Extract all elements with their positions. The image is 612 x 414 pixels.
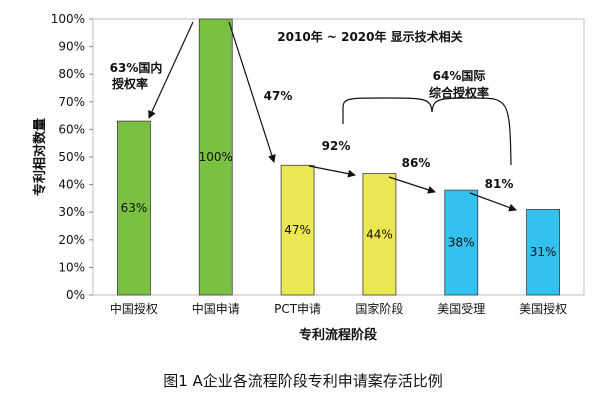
bar (198, 18, 233, 296)
x-tick-label: PCT申请 (274, 302, 321, 316)
x-tick-label: 中国授权 (110, 301, 158, 316)
bar (280, 164, 315, 296)
y-tick-label: 60% (58, 122, 85, 136)
bar-labels-group: 63% 100% 47% 44% 38% 31% (121, 150, 557, 259)
arrow-pct (228, 21, 276, 163)
annotation-pct-ratio: 47% (264, 89, 293, 103)
y-tick-label: 100% (51, 12, 85, 26)
y-tick-label: 20% (58, 233, 85, 247)
annotation-domestic-rate-2: 授权率 (112, 76, 148, 91)
curly-brace (342, 97, 512, 166)
y-axis: 0% 10% 20% 30% 40% 50% 60% 70% 80% 90% 100% (51, 12, 93, 302)
x-tick-label: 中国申请 (192, 301, 240, 316)
arrow-us-grant (469, 192, 517, 212)
y-tick-label: 10% (58, 260, 85, 274)
figure-caption: 图1 A企业各流程阶段专利申请案存活比例 (163, 372, 443, 390)
bar (444, 189, 479, 296)
x-tick-label: 美国授权 (519, 301, 567, 316)
annotation-domestic-rate-1: 63%国内 (110, 60, 163, 75)
bar (362, 173, 397, 296)
y-tick-label: 70% (58, 95, 85, 109)
y-tick-label: 40% (58, 178, 85, 192)
annotation-intl-rate-1: 64%国际 (433, 69, 486, 83)
x-tick-label: 国家阶段 (355, 301, 403, 316)
y-axis-title: 专利相对数量 (32, 118, 48, 196)
x-axis-labels: 中国授权 中国申请 PCT申请 国家阶段 美国受理 美国授权 (110, 301, 567, 316)
y-tick-label: 50% (58, 150, 85, 164)
x-axis-title: 专利流程阶段 (299, 327, 377, 343)
bar (117, 120, 151, 296)
bar-value-label: 63% (121, 201, 148, 215)
y-tick-label: 80% (58, 67, 85, 81)
arrow-us-accept (388, 176, 436, 194)
bar-value-label: 31% (530, 245, 557, 259)
y-tick-label: 0% (66, 288, 85, 302)
arrow-national-phase (308, 165, 356, 178)
annotation-period: 2010年 ~ 2020年 显示技术相关 (277, 29, 462, 44)
annotation-national-phase-ratio: 92% (322, 139, 351, 153)
bar (526, 209, 560, 296)
bar-value-label: 38% (448, 236, 475, 250)
bars-group (117, 18, 560, 296)
bar-value-label: 100% (199, 150, 233, 164)
annotation-us-accept-ratio: 86% (402, 156, 431, 170)
y-tick-label: 90% (58, 40, 85, 54)
arrow-domestic-grant (148, 21, 194, 119)
bar-value-label: 44% (366, 227, 393, 241)
annotation-arrows (148, 21, 517, 212)
annotation-intl-rate-2: 综合授权率 (429, 85, 489, 100)
annotation-us-grant-ratio: 81% (485, 177, 514, 191)
x-tick-label: 美国受理 (437, 302, 485, 316)
y-tick-label: 30% (58, 205, 85, 219)
bar-value-label: 47% (284, 223, 311, 237)
